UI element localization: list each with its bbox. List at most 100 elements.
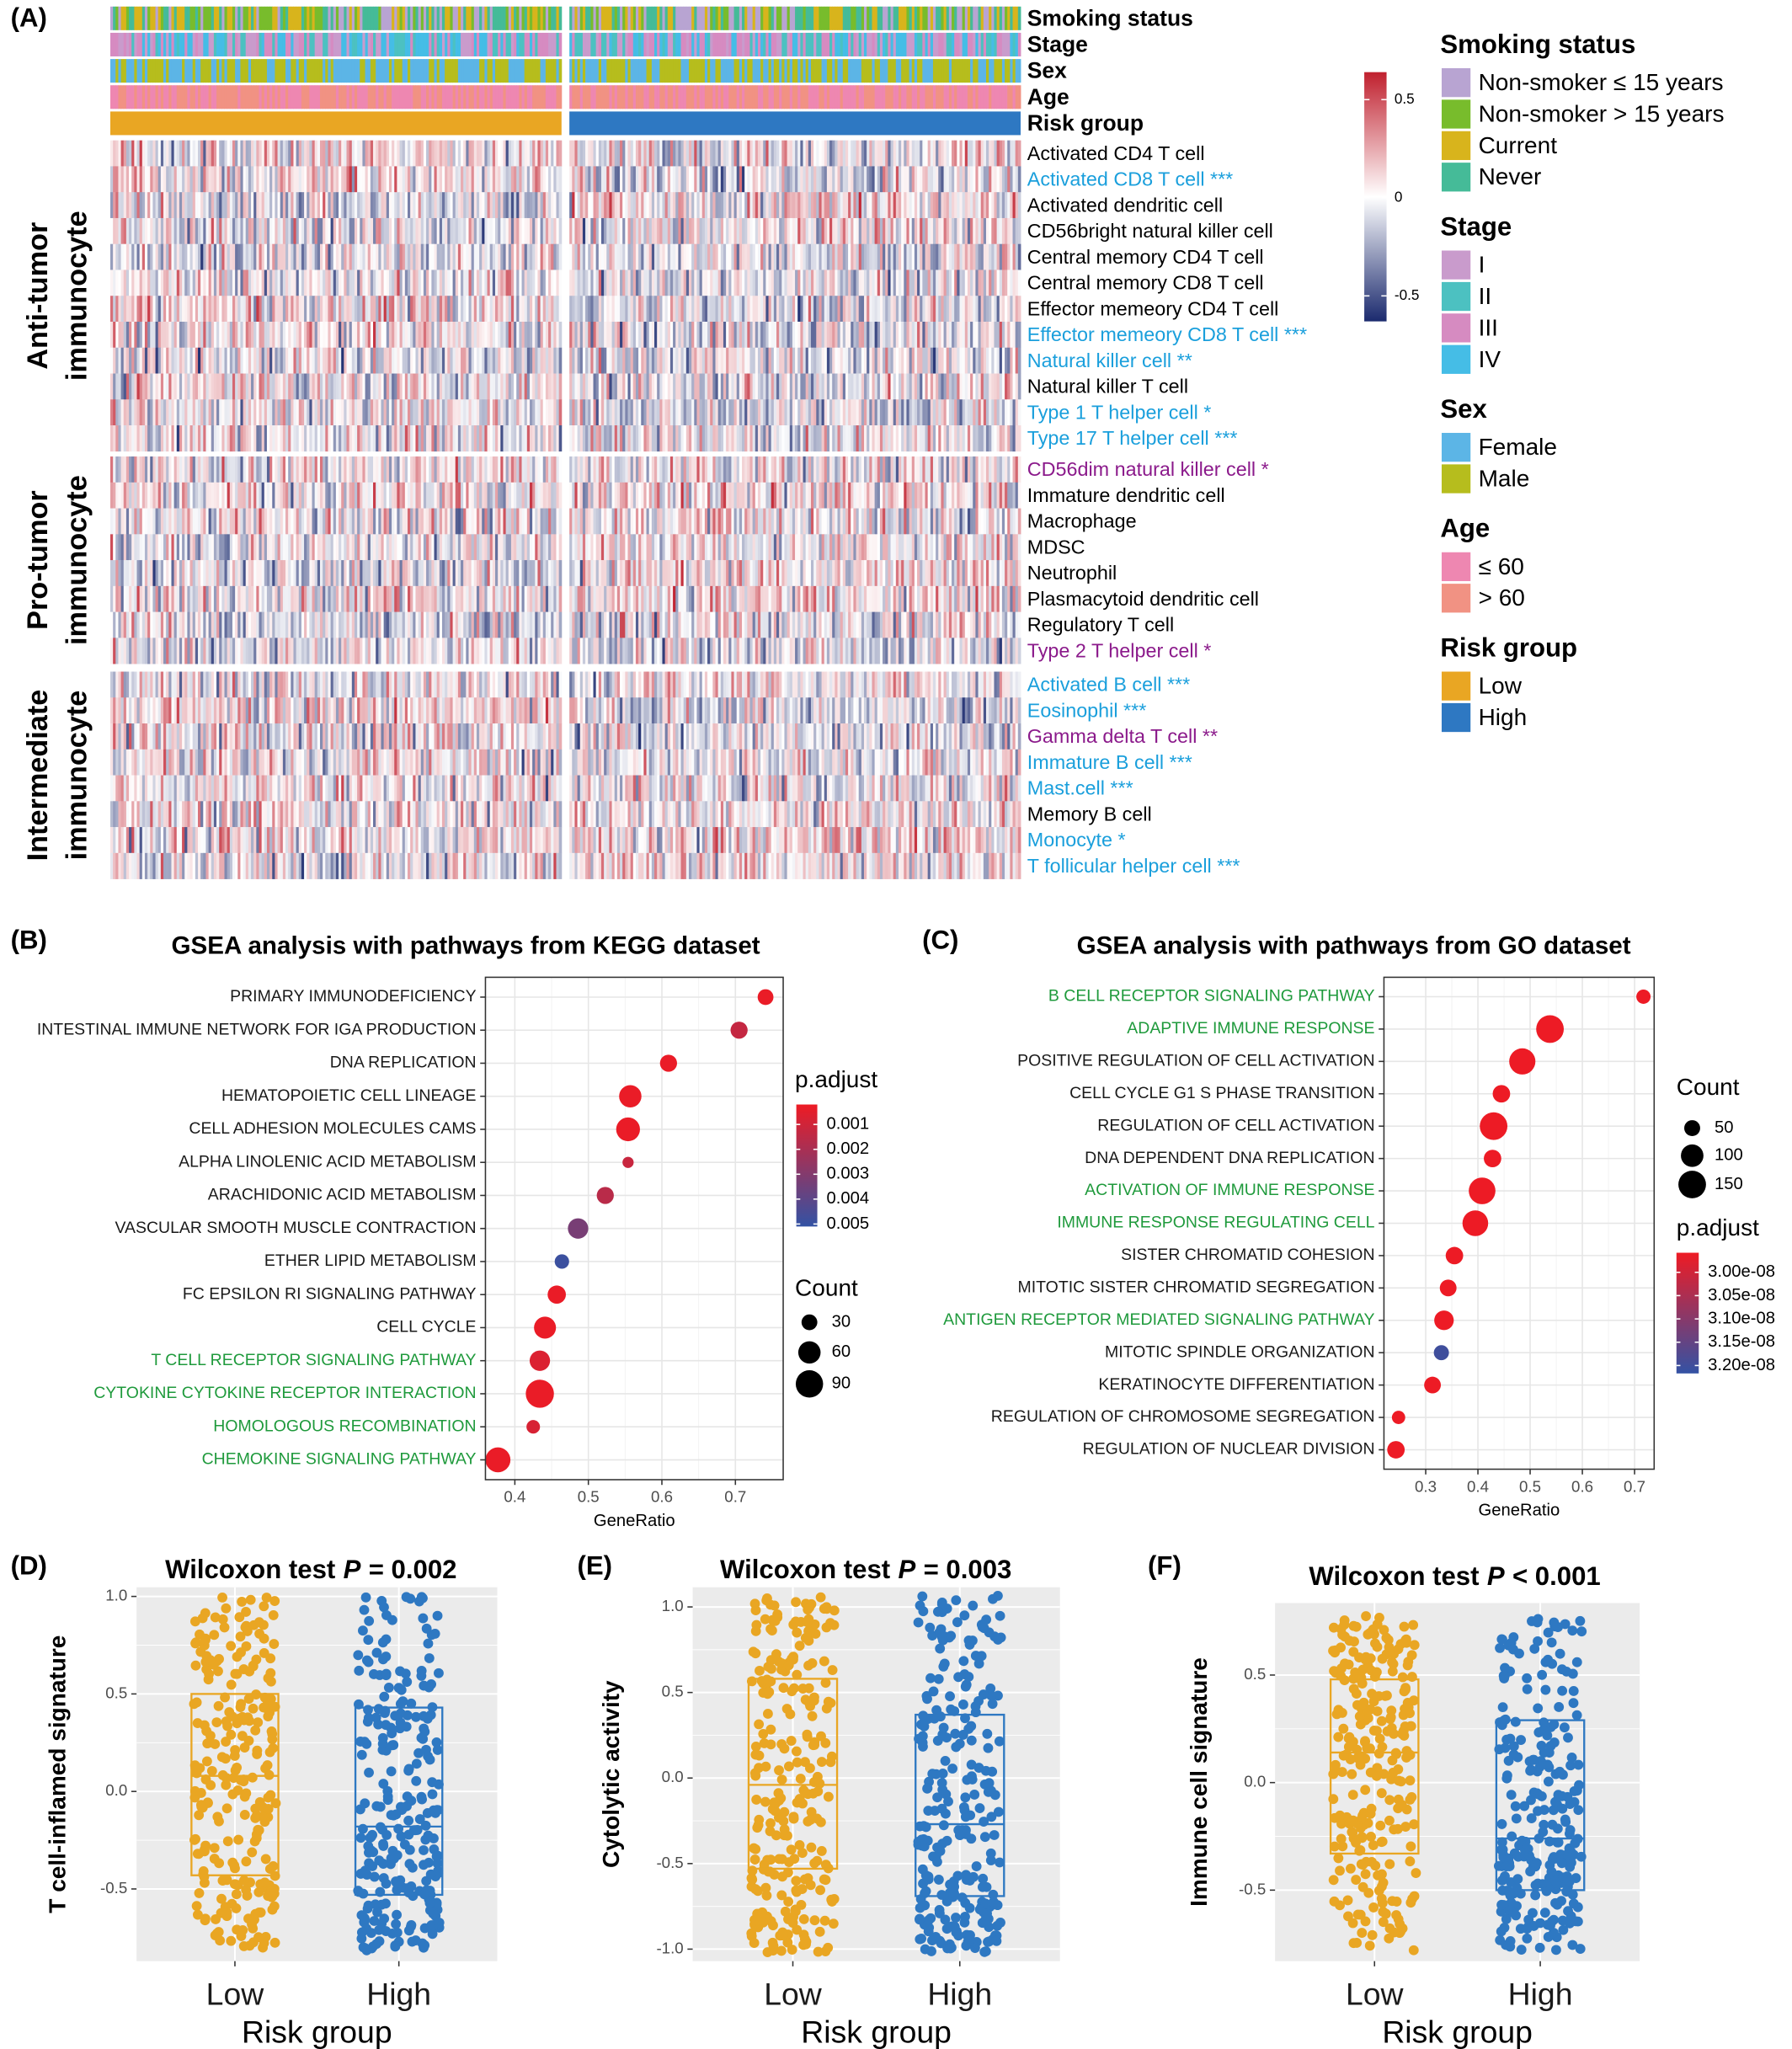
heatmap-cell [996,192,1000,219]
heatmap-cell [407,296,411,323]
heatmap-cell [394,166,397,193]
heatmap-cell [251,269,254,296]
annotation-cell [248,85,252,109]
heatmap-cell [463,192,467,219]
annotation-cell [579,59,584,83]
heatmap-cell [386,373,390,400]
heatmap-cell [970,243,973,270]
heatmap-cell [943,347,947,374]
heatmap-cell [824,217,828,245]
heatmap-cell [590,347,594,374]
heatmap-cell [476,217,480,245]
heatmap-cell [537,322,541,349]
heatmap-cell [864,322,867,349]
heatmap-cell [611,192,616,219]
heatmap-cell [466,140,469,167]
heatmap-cell [643,140,648,167]
heatmap-cell [646,373,650,400]
annotation-cell [304,85,307,109]
heatmap-cell [864,243,867,270]
heatmap-cell [973,296,976,323]
annotation-cell [936,6,939,30]
heatmap-cell [237,192,241,219]
annotation-cell [967,6,971,30]
heatmap-cell [450,192,454,219]
heatmap-cell [952,217,955,245]
annotation-cell [614,32,618,56]
heatmap-cell [219,373,222,400]
heatmap-cell [535,373,538,400]
heatmap-cell [245,347,249,374]
annotation-cell [333,85,337,109]
heatmap-cell [824,243,828,270]
heatmap-cell [869,296,872,323]
heatmap-cell [691,347,695,374]
annotation-cell [659,59,663,83]
heatmap-cell [742,269,745,296]
heatmap-cell [466,373,469,400]
heatmap-cell [680,347,685,374]
annotation-cell [630,59,634,83]
heatmap-cell [150,166,153,193]
annotation-cell [152,85,157,109]
heatmap-cell [641,140,644,167]
heatmap-cell [457,243,461,270]
annotation-cell [407,32,411,56]
annotation-cell [694,85,697,109]
annotation-cell [829,32,833,56]
heatmap-cell [341,399,344,426]
heatmap-cell [726,296,729,323]
heatmap-cell [354,269,358,296]
heatmap-cell [1005,269,1008,296]
heatmap-cell [906,140,910,167]
heatmap-cell [540,243,544,270]
annotation-cell [757,6,761,30]
heatmap-cell [930,140,934,167]
heatmap-cell [508,166,512,193]
annotation-cell [835,6,838,30]
heatmap-cell [869,140,872,167]
heatmap-cell [280,269,284,296]
heatmap-cell [906,166,910,193]
heatmap-cell [803,373,807,400]
heatmap-cell [893,217,897,245]
heatmap-cell [872,166,876,193]
annotation-cell [593,59,597,83]
annotation-cell [402,32,406,56]
heatmap-cell [251,399,254,426]
annotation-cell [726,59,729,83]
heatmap-cell [264,296,268,323]
annotation-cell [614,59,618,83]
heatmap-cell [763,140,766,167]
heatmap-cell [792,322,796,349]
heatmap-cell [397,140,401,167]
heatmap-cell [452,399,456,426]
heatmap-cell [489,269,493,296]
heatmap-cell [413,269,416,296]
heatmap-cell [429,166,432,193]
heatmap-cell [524,347,528,374]
annotation-cell [402,85,406,109]
heatmap-cell [291,296,294,323]
heatmap-cell [890,140,894,167]
heatmap-cell [354,166,358,193]
annotation-cell [641,59,644,83]
heatmap-cell [441,296,445,323]
heatmap-cell [861,166,865,193]
heatmap-cell [245,217,249,245]
heatmap-cell [803,269,807,296]
heatmap-cell [611,399,616,426]
annotation-cell [635,59,639,83]
annotation-cell [606,32,610,56]
heatmap-cell [803,217,807,245]
heatmap-cell [436,166,440,193]
heatmap-cell [609,243,613,270]
heatmap-cell [742,243,745,270]
heatmap-cell [595,373,600,400]
heatmap-cell [946,322,950,349]
annotation-cell [208,6,212,30]
heatmap-cell [351,399,355,426]
annotation-cell [211,59,215,83]
heatmap-cell [439,269,443,296]
heatmap-cell [821,269,825,296]
